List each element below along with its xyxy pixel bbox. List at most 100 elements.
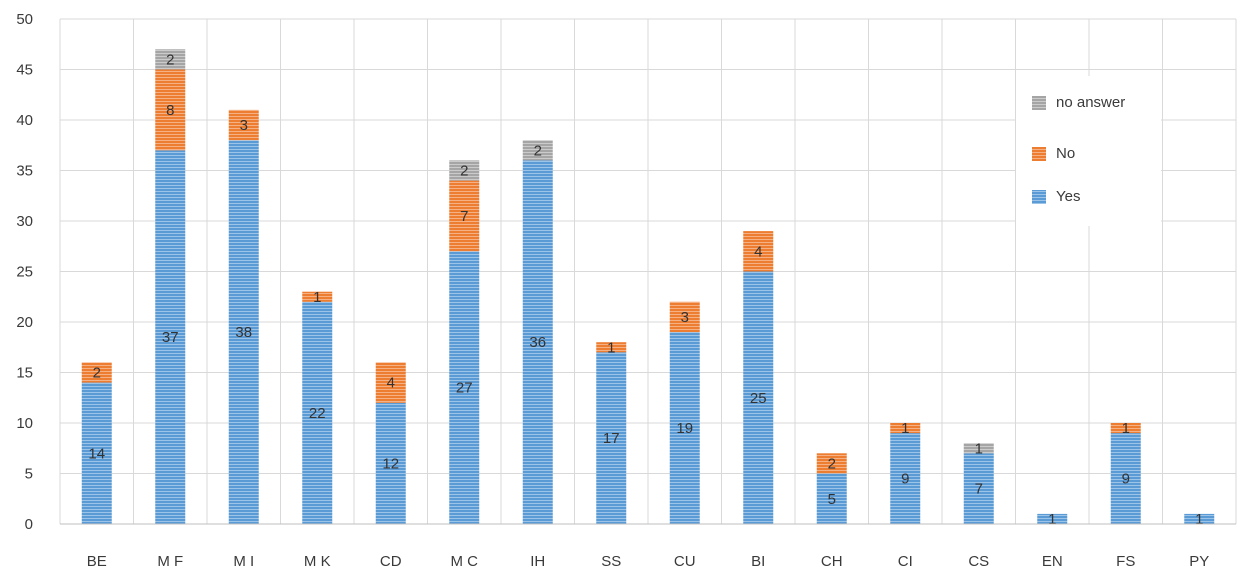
- x-tick-label: CS: [968, 553, 989, 570]
- data-label: 14: [88, 445, 105, 462]
- data-label: 1: [1195, 511, 1203, 528]
- legend: no answer No Yes: [1016, 76, 1161, 226]
- bar-segment-no: [81, 362, 112, 383]
- data-label: 3: [681, 309, 689, 326]
- bar-segment-no-answer: [155, 49, 186, 70]
- bar-segment-yes: [963, 453, 994, 524]
- x-tick-label: M K: [304, 553, 331, 570]
- data-label: 2: [828, 455, 836, 472]
- bar-segment-yes: [1037, 513, 1068, 524]
- data-label: 2: [534, 142, 542, 159]
- bar-segment-yes: [522, 160, 553, 524]
- bar-segment-no: [449, 180, 480, 252]
- x-tick-label: PY: [1189, 553, 1209, 570]
- x-tick-label: CI: [898, 553, 913, 570]
- bar-segment-no-answer: [963, 443, 994, 454]
- bar-segment-yes: [228, 140, 259, 524]
- bar-segment-no: [743, 231, 774, 272]
- bar-segment-no: [596, 342, 627, 353]
- x-tick-label: CU: [674, 553, 696, 570]
- bars-layer: [81, 49, 1215, 525]
- legend-swatch-yes: [1032, 190, 1046, 204]
- bar-segment-no: [302, 291, 333, 302]
- bar-segment-no: [669, 301, 700, 333]
- x-tick-label: CD: [380, 553, 402, 570]
- y-tick-label: 25: [16, 264, 33, 281]
- legend-label: Yes: [1056, 188, 1080, 205]
- bar-segment-yes: [890, 433, 921, 524]
- data-label: 9: [901, 471, 909, 488]
- data-label: 1: [1048, 511, 1056, 528]
- data-label: 37: [162, 329, 179, 346]
- y-tick-label: 45: [16, 62, 33, 79]
- legend-swatch-no-answer: [1032, 96, 1046, 110]
- bar-segment-no: [375, 362, 406, 403]
- bar-segment-yes: [302, 301, 333, 524]
- data-label: 36: [529, 334, 546, 351]
- data-label: 2: [460, 163, 468, 180]
- x-tick-label: SS: [601, 553, 621, 570]
- data-label: 1: [313, 289, 321, 306]
- data-label: 1: [975, 440, 983, 457]
- bar-segment-no: [155, 69, 186, 151]
- data-label: 2: [166, 51, 174, 68]
- bar-segment-yes: [155, 150, 186, 525]
- bar-segment-yes: [743, 271, 774, 524]
- data-label: 7: [975, 481, 983, 498]
- data-label: 27: [456, 380, 473, 397]
- x-tick-label: EN: [1042, 553, 1063, 570]
- x-tick-label: BI: [751, 553, 765, 570]
- x-tick-label: M C: [451, 553, 479, 570]
- data-label: 9: [1122, 471, 1130, 488]
- bar-segment-no: [228, 109, 259, 141]
- x-tick-label: M I: [233, 553, 254, 570]
- data-label: 7: [460, 208, 468, 225]
- x-tick-label: CH: [821, 553, 843, 570]
- bar-segment-yes: [596, 352, 627, 524]
- x-tick-label: FS: [1116, 553, 1135, 570]
- legend-label: no answer: [1056, 94, 1125, 111]
- y-tick-label: 10: [16, 415, 33, 432]
- data-label: 3: [240, 117, 248, 134]
- data-label: 4: [387, 375, 395, 392]
- bar-segment-no: [1110, 423, 1141, 434]
- data-label: 1: [1122, 420, 1130, 437]
- y-tick-label: 20: [16, 314, 33, 331]
- data-label: 38: [235, 324, 252, 341]
- y-tick-label: 50: [16, 11, 33, 28]
- bar-segment-yes: [816, 473, 847, 524]
- x-tick-label: M F: [157, 553, 183, 570]
- y-tick-label: 35: [16, 163, 33, 180]
- bar-segment-yes: [81, 382, 112, 524]
- y-tick-label: 0: [25, 516, 33, 533]
- data-label: 22: [309, 405, 326, 422]
- bar-segment-no-answer: [449, 160, 480, 181]
- data-label: 1: [901, 420, 909, 437]
- data-label: 17: [603, 430, 620, 447]
- data-label: 5: [828, 491, 836, 508]
- data-label: 8: [166, 102, 174, 119]
- legend-label: No: [1056, 145, 1075, 162]
- data-label: 25: [750, 390, 767, 407]
- y-tick-label: 15: [16, 365, 33, 382]
- bar-segment-no: [890, 423, 921, 434]
- bar-segment-yes: [449, 251, 480, 525]
- bar-segment-yes: [669, 332, 700, 524]
- bar-segment-yes: [1184, 513, 1215, 524]
- bar-segment-yes: [375, 402, 406, 524]
- data-label: 1: [607, 339, 615, 356]
- data-label: 12: [382, 455, 399, 472]
- y-tick-label: 5: [25, 466, 33, 483]
- x-tick-label: BE: [87, 553, 107, 570]
- data-label: 19: [676, 420, 693, 437]
- x-tick-label: IH: [530, 553, 545, 570]
- y-tick-label: 30: [16, 213, 33, 230]
- data-label: 2: [93, 365, 101, 382]
- y-tick-label: 40: [16, 112, 33, 129]
- bar-segment-no: [816, 453, 847, 474]
- bar-segment-no-answer: [522, 140, 553, 161]
- legend-swatch-no: [1032, 147, 1046, 161]
